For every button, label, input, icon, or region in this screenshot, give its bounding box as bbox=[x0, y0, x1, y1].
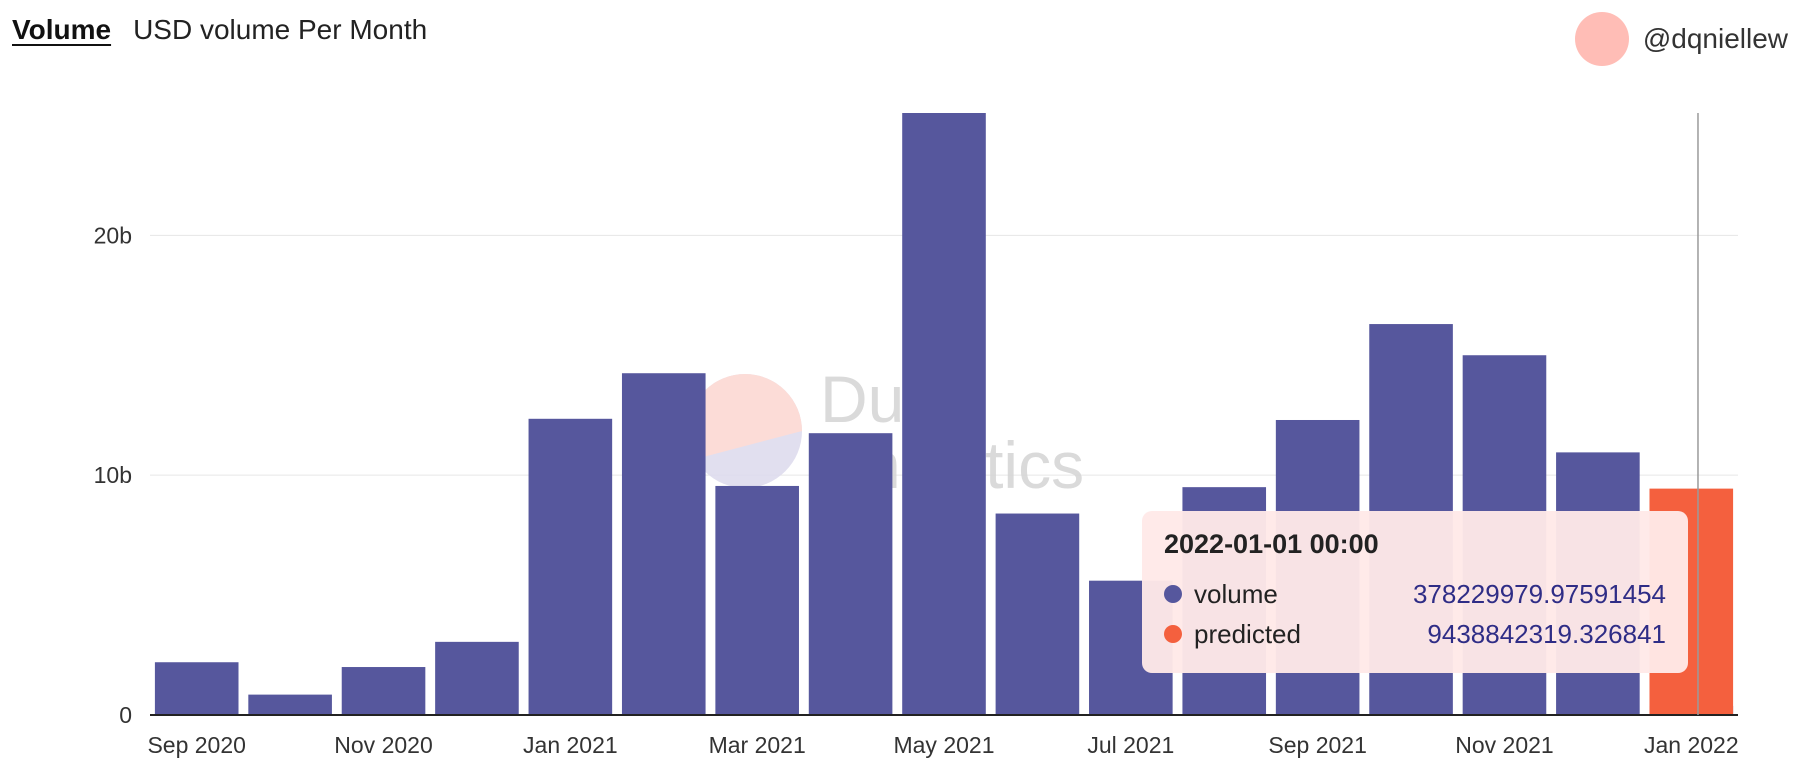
x-tick-label: Mar 2021 bbox=[709, 732, 806, 758]
chart-tooltip: 2022-01-01 00:00 volume 378229979.975914… bbox=[1142, 511, 1688, 673]
bar-volume-2021-03[interactable] bbox=[715, 485, 799, 715]
author-handle[interactable]: @dqniellew bbox=[1642, 23, 1788, 54]
volume-dot-icon bbox=[1164, 585, 1182, 603]
bar-volume-2020-09[interactable] bbox=[154, 662, 239, 715]
y-tick-label: 20b bbox=[94, 222, 132, 248]
bar-volume-2021-02[interactable] bbox=[621, 373, 706, 715]
bar-volume-2020-10[interactable] bbox=[248, 694, 332, 715]
tooltip-series-value: 9438842319.326841 bbox=[1427, 618, 1666, 649]
x-tick-label: Jan 2021 bbox=[523, 732, 618, 758]
tooltip-series-name: volume bbox=[1194, 578, 1278, 609]
x-tick-label: Jan 2022 bbox=[1644, 732, 1739, 758]
bar-volume-2021-06[interactable] bbox=[995, 513, 1080, 715]
tooltip-title: 2022-01-01 00:00 bbox=[1164, 529, 1379, 559]
chart-header: Volume USD volume Per Month bbox=[12, 14, 427, 46]
bar-volume-2021-05[interactable] bbox=[902, 113, 986, 715]
author-link[interactable]: @dqniellew bbox=[1574, 12, 1788, 66]
bar-volume-2020-11[interactable] bbox=[341, 667, 426, 715]
tooltip-series-value: 378229979.97591454 bbox=[1412, 578, 1666, 609]
y-tick-label: 0 bbox=[119, 702, 132, 728]
x-tick-label: Nov 2021 bbox=[1455, 732, 1553, 758]
x-tick-label: Jul 2021 bbox=[1087, 732, 1174, 758]
bar-volume-2021-01[interactable] bbox=[528, 418, 613, 715]
tooltip-series-name: predicted bbox=[1194, 618, 1301, 649]
tooltip-row-predicted: predicted 9438842319.326841 bbox=[1164, 614, 1666, 654]
avatar[interactable] bbox=[1574, 12, 1629, 66]
x-tick-label: May 2021 bbox=[893, 732, 994, 758]
predicted-dot-icon bbox=[1164, 625, 1182, 643]
x-tick-label: Sep 2020 bbox=[147, 732, 245, 758]
x-tick-label: Nov 2020 bbox=[334, 732, 432, 758]
tooltip-row-volume: volume 378229979.97591454 bbox=[1164, 574, 1666, 614]
bar-volume-2021-04[interactable] bbox=[808, 433, 893, 715]
chart-subtitle: USD volume Per Month bbox=[133, 14, 428, 45]
x-tick-label: Sep 2021 bbox=[1268, 732, 1366, 758]
bar-volume-2020-12[interactable] bbox=[435, 641, 519, 715]
tab-volume[interactable]: Volume bbox=[12, 14, 112, 45]
y-tick-label: 10b bbox=[94, 462, 132, 488]
axes: 0 10b 20b Sep 2020 Nov 2020 Jan 2021 Mar 2021 M… bbox=[94, 222, 1739, 758]
watermark-logo-arc-icon bbox=[688, 374, 802, 461]
